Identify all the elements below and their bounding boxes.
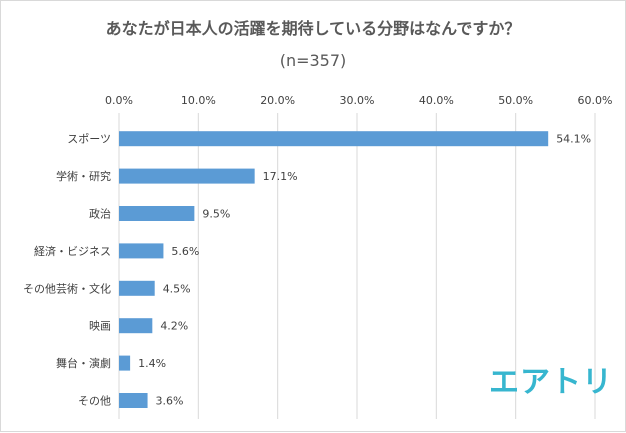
x-tick-label: 0.0%	[105, 94, 133, 107]
category-label: 経済・ビジネス	[34, 244, 111, 258]
bar	[119, 318, 153, 334]
bar	[119, 131, 549, 147]
data-label: 1.4%	[138, 357, 166, 370]
data-label: 54.1%	[556, 133, 591, 146]
x-tick-label: 30.0%	[340, 94, 375, 107]
data-label: 5.6%	[171, 245, 199, 258]
chart-title: あなたが日本人の活躍を期待している分野はなんですか？	[105, 19, 521, 38]
bar	[119, 243, 164, 259]
category-label: その他	[78, 395, 111, 408]
x-tick-label: 40.0%	[419, 94, 454, 107]
bar	[119, 355, 131, 371]
x-tick-label: 50.0%	[498, 94, 533, 107]
category-label: 映画	[89, 320, 111, 333]
category-label: 学術・研究	[56, 169, 111, 183]
data-label: 4.2%	[160, 320, 188, 333]
bar	[119, 393, 148, 408]
data-label: 17.1%	[263, 170, 298, 183]
x-tick-label: 20.0%	[260, 94, 295, 107]
x-tick-label: 10.0%	[181, 94, 216, 107]
data-label: 9.5%	[202, 208, 230, 221]
bar	[119, 168, 255, 184]
x-tick-label: 60.0%	[578, 94, 613, 107]
bar	[119, 280, 155, 296]
data-label: 4.5%	[163, 282, 191, 295]
category-label: 政治	[89, 207, 111, 221]
data-label: 3.6%	[156, 395, 184, 408]
brand-logo: エアトリ	[489, 365, 613, 400]
bar	[119, 206, 195, 221]
category-label: 舞台・演劇	[56, 356, 111, 370]
category-label: その他芸術・文化	[23, 281, 111, 295]
category-label: スポーツ	[67, 133, 111, 146]
chart-subtitle: (n=357)	[279, 51, 347, 70]
